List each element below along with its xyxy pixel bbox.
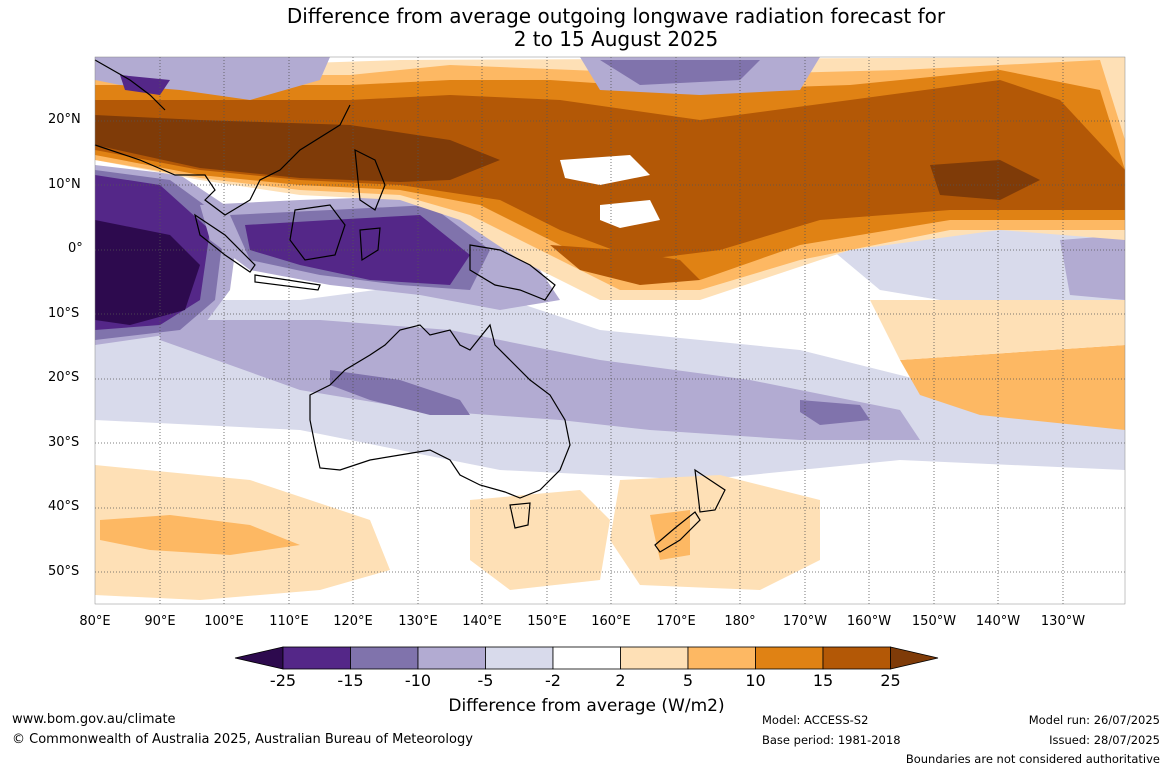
region-negative-maritime-strong — [245, 215, 470, 285]
lon-label-140w: 140°W — [975, 614, 1021, 629]
region-negative-north-west-core — [120, 75, 170, 95]
lat-label-20s: 20°S — [48, 370, 80, 385]
lon-label-110e: 110°E — [269, 614, 309, 629]
sulawesi-coastline — [359, 227, 381, 262]
legend-tick-2: 2 — [615, 671, 626, 690]
legend-tick-25: 25 — [880, 671, 901, 690]
map-frame — [94, 56, 1126, 605]
disclaimer-text: Boundaries are not considered authoritat… — [905, 752, 1160, 766]
contour-fill-layer — [95, 57, 1125, 604]
legend-tick--15: -15 — [337, 671, 364, 690]
region-negative-australia — [330, 370, 470, 415]
new-guinea-coastline — [469, 244, 556, 301]
graticule — [95, 57, 1125, 604]
lon-label-140e: 140°E — [462, 614, 502, 629]
new-zealand-north-coastline — [694, 468, 726, 513]
website-link[interactable]: www.bom.gov.au/climate — [12, 712, 176, 727]
region-positive-central-pacific-extreme — [930, 160, 1040, 200]
legend-swatch--2-2 — [552, 646, 621, 670]
lon-label-160w: 160°W — [846, 614, 892, 629]
coastlines — [94, 59, 726, 553]
legend-tick--5: -5 — [477, 671, 494, 690]
lon-label-90e: 90°E — [144, 614, 176, 629]
map-title-line1: Difference from average outgoing longwav… — [286, 4, 946, 28]
legend-swatch-2-5 — [620, 646, 689, 670]
region-positive-north-extreme — [95, 115, 500, 182]
lon-label-160e: 160°E — [591, 614, 631, 629]
lat-label-30s: 30°S — [48, 435, 80, 450]
new-zealand-south-coastline — [654, 511, 701, 553]
region-neutral-patch-1 — [560, 155, 650, 185]
region-positive-south-indian-core — [100, 515, 300, 555]
lon-label-120e: 120°E — [333, 614, 373, 629]
legend-swatch--5--2 — [485, 646, 554, 670]
lat-label-20n: 20°N — [48, 112, 81, 127]
lat-label-40s: 40°S — [48, 499, 80, 514]
sumatra-coastline — [194, 213, 256, 273]
region-positive-tropical-pacific — [550, 245, 700, 285]
lat-label-equator: 0° — [68, 241, 83, 256]
region-negative-indian-ocean-extreme — [95, 220, 200, 325]
region-positive-south-east-pacific — [900, 345, 1125, 430]
legend-swatch-lt-25 — [234, 646, 284, 670]
legend-tick-5: 5 — [682, 671, 694, 690]
lat-label-50s: 50°S — [48, 564, 80, 579]
region-negative-pacific-sw — [800, 400, 870, 425]
legend-swatch--10--5 — [417, 646, 486, 670]
tasmania-coastline — [509, 502, 531, 529]
region-positive-new-zealand-core — [650, 510, 690, 560]
legend-swatch--15--10 — [350, 646, 419, 670]
map-title-line2: 2 to 15 August 2025 — [513, 27, 719, 51]
legend-swatch--25--15 — [282, 646, 351, 670]
legend-tick--2: -2 — [545, 671, 561, 690]
region-negative-east-pacific — [820, 220, 1125, 320]
lon-label-150e: 150°E — [527, 614, 567, 629]
base-period-text: Base period: 1981-2018 — [762, 733, 901, 747]
lon-label-130e: 130°E — [398, 614, 438, 629]
lon-label-80e: 80°E — [79, 614, 111, 629]
legend-swatch-15-25 — [822, 646, 891, 670]
lat-label-10s: 10°S — [48, 306, 80, 321]
legend-tick-10: 10 — [745, 671, 766, 690]
legend-tick--25: -25 — [269, 671, 297, 690]
legend-label: Difference from average (W/m2) — [448, 696, 725, 716]
copyright-text: © Commonwealth of Australia 2025, Austra… — [12, 732, 473, 747]
region-negative-north-pacific-core — [600, 60, 760, 85]
legend-swatch-gt-25 — [890, 646, 939, 670]
lon-label-130w: 130°W — [1040, 614, 1086, 629]
legend-swatch-5-10 — [687, 646, 756, 670]
region-positive-new-zealand — [610, 475, 820, 590]
lon-label-170w: 170°W — [782, 614, 828, 629]
legend-tick-15: 15 — [812, 671, 834, 690]
region-positive-south-tasman — [470, 490, 610, 590]
legend-tick--10: -10 — [404, 671, 432, 690]
region-negative-south-core — [160, 320, 920, 440]
java-coastline — [254, 274, 321, 291]
borneo-coastline — [289, 204, 346, 261]
india-coastline — [94, 59, 166, 111]
region-negative-north-west — [95, 57, 330, 100]
australia-coastline — [309, 323, 571, 499]
lon-label-180: 180° — [724, 614, 756, 629]
issued-text: Issued: 28/07/2025 — [1049, 733, 1160, 747]
colour-legend — [234, 646, 939, 670]
region-neutral-patch-2 — [600, 200, 660, 228]
lat-label-10n: 10°N — [48, 177, 81, 192]
philippines-coastline — [354, 148, 386, 211]
lon-label-100e: 100°E — [204, 614, 244, 629]
lon-label-150w: 150°W — [911, 614, 957, 629]
model-run-text: Model run: 26/07/2025 — [1028, 713, 1160, 727]
model-text: Model: ACCESS-S2 — [762, 713, 869, 727]
legend-swatch-10-15 — [755, 646, 824, 670]
se-asia-coastline — [94, 104, 351, 216]
region-negative-east-pacific-core — [1060, 235, 1125, 300]
lon-label-170e: 170°E — [656, 614, 696, 629]
